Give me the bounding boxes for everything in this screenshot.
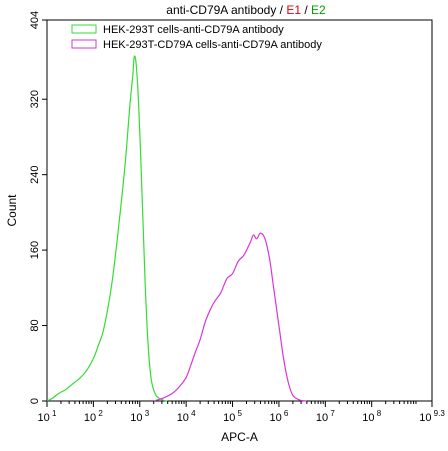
legend: HEK-293T cells-anti-CD79A antibody HEK-29… (71, 24, 322, 51)
series-line (46, 55, 168, 402)
y-axis-title: Count (5, 194, 19, 227)
x-tick-label: 10 4 (177, 409, 196, 424)
x-tick-label: 10 1 (38, 409, 57, 424)
legend-label: HEK-293T-CD79A cells-anti-CD79A antibody (103, 39, 322, 51)
y-axis: 0 80 160 240 320 404 (29, 11, 47, 404)
legend-swatch (71, 24, 97, 34)
x-tick-label: 10 6 (269, 409, 288, 424)
x-axis: 10 1 10 2 10 3 10 4 10 5 10 6 10 7 10 8 10 9.3 (38, 401, 445, 424)
y-tick-label: 240 (29, 165, 41, 183)
y-tick-label: 160 (29, 241, 41, 259)
chart-title: anti-CD79A antibody / E1 / E2 (166, 3, 326, 17)
x-tick-label: 10 8 (362, 409, 381, 424)
y-tick-label: 80 (29, 319, 41, 331)
chart-title-part: E1 (286, 3, 301, 17)
chart-title-part: / (301, 3, 311, 17)
chart-title-part: E2 (311, 3, 326, 17)
x-tick-label: 10 3 (130, 409, 149, 424)
plot-frame (46, 19, 433, 402)
x-tick-label: 10 9.3 (419, 409, 445, 424)
legend-swatch (71, 39, 97, 49)
series-layer (46, 55, 307, 402)
chart-title-part: anti-CD79A antibody / (166, 3, 286, 17)
plot-area (46, 19, 433, 402)
x-tick-label: 10 7 (316, 409, 335, 424)
y-tick-label: 404 (29, 11, 41, 29)
y-tick-label: 320 (29, 90, 41, 108)
legend-label: HEK-293T cells-anti-CD79A antibody (103, 24, 284, 36)
x-tick-label: 10 2 (84, 409, 103, 424)
y-tick-label: 0 (29, 398, 41, 404)
x-tick-label: 10 5 (223, 409, 242, 424)
x-axis-title: APC-A (221, 430, 258, 444)
series-line (153, 232, 307, 402)
